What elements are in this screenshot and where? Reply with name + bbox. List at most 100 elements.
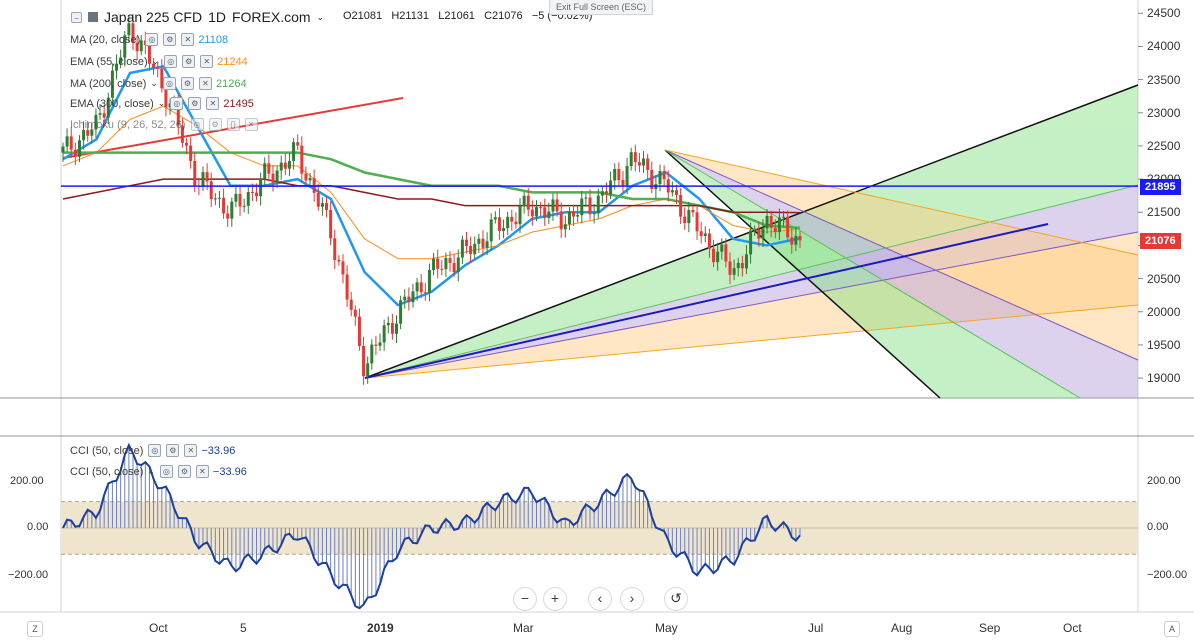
symbol-flag-icon — [88, 12, 98, 22]
auto-scale-z-button[interactable]: Z — [27, 621, 43, 637]
close-icon[interactable]: ✕ — [184, 444, 198, 457]
eye-icon[interactable]: ◎ — [145, 33, 159, 46]
eye-icon[interactable]: ◎ — [164, 55, 178, 68]
legend-ema300[interactable]: EMA (300, close) ⌄ ◎ ⚙ ✕ 21495 — [70, 97, 254, 110]
candle-body — [695, 212, 699, 232]
zoom-out-button[interactable]: − — [513, 587, 537, 611]
candle-body — [712, 248, 716, 263]
symbol-header[interactable]: − Japan 225 CFD 1D FOREX.com ⌄ — [70, 9, 324, 25]
candle-body — [213, 198, 217, 200]
legend-ichimoku[interactable]: Ichimoku (9, 26, 52, 26) ◎ ⚙ {} ✕ — [70, 118, 258, 131]
ma20-line — [62, 65, 801, 307]
close-icon[interactable]: ✕ — [200, 55, 214, 68]
scroll-left-button[interactable]: ‹ — [588, 587, 612, 611]
candle-body — [180, 125, 184, 143]
candle-body — [230, 201, 234, 219]
gear-icon[interactable]: ⚙ — [166, 444, 180, 457]
candle-body — [440, 268, 444, 270]
candle-body — [724, 244, 728, 262]
interval[interactable]: 1D — [208, 9, 226, 25]
candle-body — [786, 216, 790, 238]
gear-icon[interactable]: ⚙ — [182, 55, 196, 68]
price-tick-label: 20500 — [1147, 271, 1181, 286]
candle-body — [106, 97, 110, 118]
symbol-name[interactable]: Japan 225 CFD — [104, 9, 203, 25]
candle-body — [625, 166, 629, 186]
reset-chart-button[interactable]: ↺ — [664, 587, 688, 611]
candle-body — [699, 231, 703, 236]
candle-body — [86, 130, 90, 136]
zoom-in-button[interactable]: + — [543, 587, 567, 611]
candle-body — [345, 274, 349, 300]
open-value: O21081 — [343, 10, 383, 22]
candle-body — [526, 195, 530, 210]
indicator-value: −33.96 — [201, 444, 236, 457]
candle-body — [189, 145, 193, 161]
legend-ema55[interactable]: EMA (55, close) ⌄ ◎ ⚙ ✕ 21244 — [70, 55, 248, 68]
candle-body — [736, 262, 740, 269]
gear-icon[interactable]: ⚙ — [180, 77, 194, 90]
candle-body — [168, 103, 172, 108]
ohlc-readout: O21081 H21131 L21061 C21076 −5 (−0.02%) — [343, 10, 592, 22]
cci-plot — [61, 442, 1138, 610]
candle-body — [127, 23, 131, 36]
chevron-down-icon[interactable]: ⌄ — [147, 466, 155, 476]
candle-body — [427, 269, 431, 293]
candle-body — [629, 152, 633, 167]
close-icon[interactable]: ✕ — [181, 33, 195, 46]
close-icon[interactable]: ✕ — [195, 465, 209, 478]
source-code-icon[interactable]: {} — [226, 118, 240, 131]
candle-body — [518, 206, 522, 225]
candle-body — [382, 325, 386, 343]
candle-body — [567, 211, 571, 225]
candle-body — [452, 262, 456, 273]
legend-ma20[interactable]: MA (20, close) ◎ ⚙ ✕ 21108 — [70, 33, 228, 46]
candle-body — [292, 142, 296, 161]
exit-fullscreen-button[interactable]: Exit Full Screen (ESC) — [549, 0, 654, 15]
candle-body — [90, 129, 94, 136]
candle-body — [390, 322, 394, 334]
candle-body — [201, 172, 205, 186]
legend-ma200[interactable]: MA (200, close) ⌄ ◎ ⚙ ✕ 21264 — [70, 77, 247, 90]
eye-icon[interactable]: ◎ — [159, 465, 173, 478]
candle-body — [534, 207, 538, 217]
candle-body — [73, 149, 77, 157]
candle-body — [337, 259, 341, 262]
eye-icon[interactable]: ◎ — [170, 97, 184, 110]
chevron-down-icon[interactable]: ⌄ — [151, 56, 160, 66]
close-icon[interactable]: ✕ — [198, 77, 212, 90]
eye-icon[interactable]: ◎ — [162, 77, 176, 90]
candle-body — [283, 162, 287, 169]
candle-body — [193, 160, 197, 186]
close-icon[interactable]: ✕ — [206, 97, 220, 110]
candle-body — [267, 163, 271, 174]
exchange[interactable]: FOREX.com — [231, 9, 311, 25]
candle-body — [115, 63, 119, 71]
candle-body — [386, 322, 390, 326]
eye-icon[interactable]: ◎ — [190, 118, 204, 131]
candle-body — [255, 192, 259, 197]
legend-cci-2[interactable]: CCI (50, close) ⌄ ◎ ⚙ ✕ −33.96 — [70, 465, 247, 478]
candle-body — [156, 67, 160, 69]
chevron-down-icon[interactable]: ⌄ — [157, 98, 166, 108]
gear-icon[interactable]: ⚙ — [177, 465, 191, 478]
scroll-right-button[interactable]: › — [620, 587, 644, 611]
gear-icon[interactable]: ⚙ — [208, 118, 222, 131]
price-tick-label: 23000 — [1147, 105, 1181, 120]
candle-body — [539, 207, 543, 209]
trend-line-black-down[interactable] — [664, 149, 941, 399]
gear-icon[interactable]: ⚙ — [163, 33, 177, 46]
candle-body — [423, 292, 427, 294]
collapse-legend-icon[interactable]: − — [71, 11, 82, 23]
candle-body — [679, 194, 683, 217]
eye-icon[interactable]: ◎ — [148, 444, 162, 457]
legend-cci-1[interactable]: CCI (50, close) ◎ ⚙ ✕ −33.96 — [70, 444, 235, 457]
trend-line-blue[interactable] — [364, 223, 1049, 379]
auto-scale-a-button[interactable]: A — [1164, 621, 1180, 637]
gear-icon[interactable]: ⚙ — [188, 97, 202, 110]
chevron-down-icon[interactable]: ⌄ — [150, 78, 158, 88]
close-icon[interactable]: ✕ — [244, 118, 258, 131]
chevron-down-icon[interactable]: ⌄ — [316, 11, 325, 22]
candle-body — [98, 113, 102, 115]
